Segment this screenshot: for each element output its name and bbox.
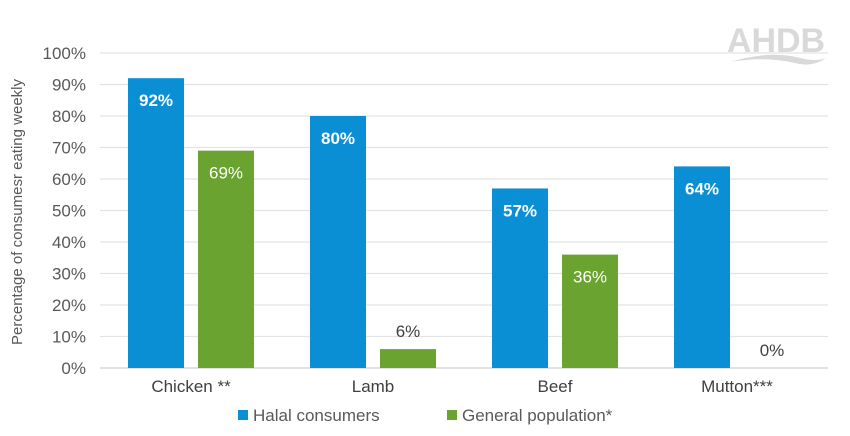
data-label: 6% (396, 322, 421, 341)
data-label: 57% (503, 201, 537, 220)
y-tick-label: 20% (52, 296, 86, 315)
bar-halal-1 (310, 116, 366, 368)
x-tick-label: Chicken ** (151, 377, 231, 396)
bar-general-2 (562, 254, 618, 368)
legend-swatch (447, 410, 457, 420)
y-tick-label: 100% (43, 44, 86, 63)
y-tick-label: 30% (52, 265, 86, 284)
bar-halal-0 (128, 78, 184, 368)
y-tick-label: 50% (52, 202, 86, 221)
data-label: 0% (760, 341, 785, 360)
bar-general-1 (380, 349, 436, 368)
legend-label: Halal consumers (253, 406, 380, 425)
y-tick-label: 0% (61, 359, 86, 378)
bar-general-0 (198, 150, 254, 368)
bar-halal-3 (674, 166, 730, 368)
y-tick-label: 70% (52, 139, 86, 158)
y-tick-label: 90% (52, 76, 86, 95)
data-label: 36% (573, 268, 607, 287)
ahdb-logo: AHDB (727, 22, 826, 65)
bar-halal-2 (492, 188, 548, 368)
svg-text:AHDB: AHDB (727, 22, 825, 60)
y-tick-label: 10% (52, 328, 86, 347)
y-tick-label: 80% (52, 107, 86, 126)
data-label: 80% (321, 129, 355, 148)
legend-swatch (238, 410, 248, 420)
data-label: 69% (209, 164, 243, 183)
x-tick-label: Mutton*** (701, 377, 773, 396)
x-tick-label: Lamb (352, 377, 395, 396)
y-tick-label: 60% (52, 170, 86, 189)
data-label: 92% (139, 91, 173, 110)
x-tick-label: Beef (538, 377, 573, 396)
legend-label: General population* (462, 406, 613, 425)
data-label: 64% (685, 179, 719, 198)
y-axis-label: Percentage of consumesr eating weekly (9, 79, 26, 345)
y-tick-label: 40% (52, 233, 86, 252)
